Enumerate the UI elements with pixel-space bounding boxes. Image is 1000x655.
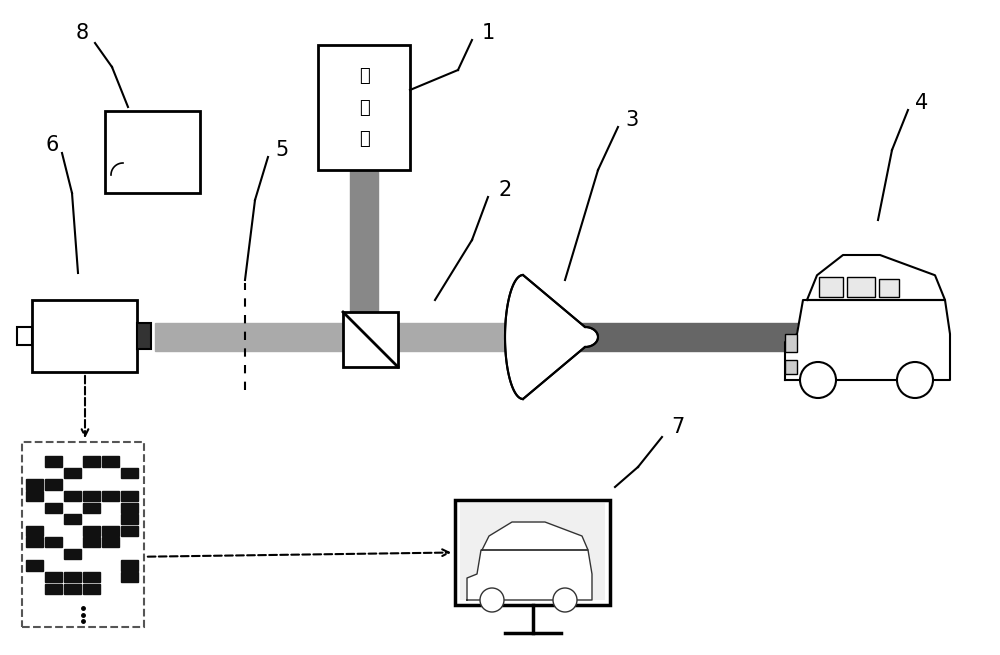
Bar [45, 572, 62, 582]
Bar [83, 526, 100, 536]
Bar [26, 537, 43, 548]
Bar [45, 537, 62, 548]
Bar [64, 584, 81, 593]
Bar [879, 279, 899, 297]
Bar [64, 491, 81, 501]
Bar [455, 500, 610, 605]
Bar [83, 572, 100, 582]
Bar [343, 312, 398, 367]
Text: 5: 5 [275, 140, 289, 160]
Bar [22, 442, 144, 627]
Bar [102, 537, 119, 548]
Bar [64, 514, 81, 524]
Polygon shape [482, 522, 588, 550]
Text: 7: 7 [671, 417, 685, 437]
Bar [26, 561, 43, 571]
Bar [460, 503, 605, 600]
Bar [45, 502, 62, 513]
Bar [121, 526, 138, 536]
Text: 1: 1 [481, 23, 495, 43]
Polygon shape [785, 300, 950, 380]
Circle shape [897, 362, 933, 398]
Bar [370, 323, 525, 351]
Text: 6: 6 [45, 135, 59, 155]
Bar [155, 323, 370, 351]
Bar [83, 491, 100, 501]
Bar [26, 526, 43, 536]
Bar [121, 561, 138, 571]
Bar [26, 491, 43, 501]
Polygon shape [505, 275, 598, 399]
Bar [17, 327, 32, 345]
Bar [102, 526, 119, 536]
Bar [121, 502, 138, 513]
Circle shape [800, 362, 836, 398]
Bar [83, 457, 100, 466]
Bar [121, 468, 138, 478]
Bar [121, 491, 138, 501]
Polygon shape [467, 550, 592, 600]
Bar [785, 360, 797, 374]
Bar [32, 300, 137, 372]
Text: 8: 8 [75, 23, 89, 43]
Bar [102, 457, 119, 466]
Bar [105, 111, 200, 193]
Circle shape [480, 588, 504, 612]
Bar [45, 584, 62, 593]
Text: 器: 器 [359, 130, 369, 148]
Circle shape [553, 588, 577, 612]
Bar [137, 323, 151, 349]
Bar [819, 277, 843, 297]
Bar [525, 323, 880, 351]
Bar [45, 457, 62, 466]
Bar [102, 491, 119, 501]
Bar [83, 537, 100, 548]
Bar [64, 549, 81, 559]
Bar [318, 45, 410, 170]
Bar [64, 468, 81, 478]
Bar [26, 479, 43, 490]
Text: 3: 3 [625, 110, 639, 130]
Text: 4: 4 [915, 93, 929, 113]
Bar [121, 572, 138, 582]
Bar [45, 479, 62, 490]
Text: 光: 光 [359, 98, 369, 117]
Bar [785, 334, 797, 352]
Text: 激: 激 [359, 67, 369, 85]
Bar [64, 572, 81, 582]
Bar [847, 277, 875, 297]
Text: 2: 2 [498, 180, 512, 200]
Bar [121, 514, 138, 524]
Polygon shape [807, 255, 945, 300]
Bar [83, 584, 100, 593]
Bar [83, 502, 100, 513]
Bar [350, 168, 378, 323]
